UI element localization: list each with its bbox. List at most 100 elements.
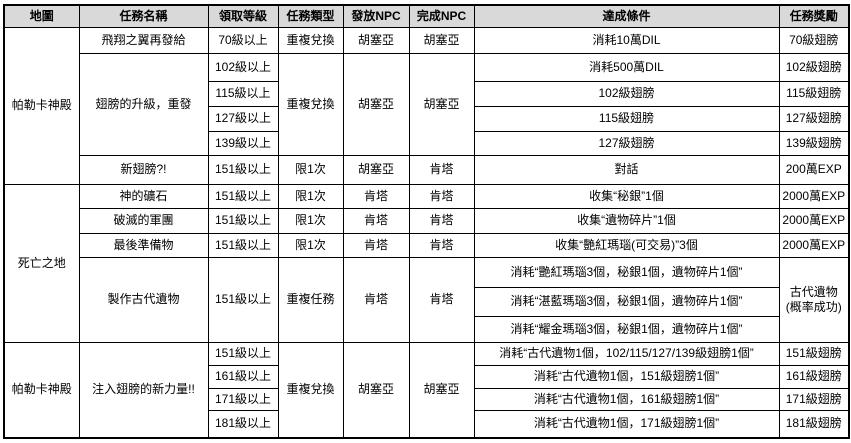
map-cell: 帕勒卡神殿 <box>3 26 80 185</box>
give-npc-cell: 胡塞亞 <box>342 26 410 54</box>
give-npc-cell: 肯塔 <box>342 207 410 234</box>
table-row: 製作古代遺物 151級以上 重複任務 肯塔 肯塔 消耗“艷紅瑪瑙3個，秘銀1個，… <box>4 256 850 343</box>
level-cell: 151級以上 <box>207 232 279 258</box>
reward-cell: 127級翅膀 <box>778 105 850 132</box>
condition-cell: 消耗“湛藍瑪瑙3個，秘銀1個，遺物碎片1個” <box>473 286 780 317</box>
done-npc-cell: 肯塔 <box>408 256 475 343</box>
reward-cell: 151級翅膀 <box>778 341 850 366</box>
table-row: 消耗“耀金瑪瑙3個，秘銀1個，遺物碎片1個” <box>4 315 849 343</box>
condition-cell: 對話 <box>473 154 780 185</box>
condition-cell: 消耗“古代遺物1個，171級翅膀1個” <box>473 409 780 439</box>
level-cell: 151級以上 <box>207 256 279 343</box>
reward-cell: 161級翅膀 <box>778 364 850 389</box>
col-header-type: 任務類型 <box>277 4 344 28</box>
type-cell: 重複兌換 <box>277 341 344 439</box>
give-npc-cell: 胡塞亞 <box>342 154 410 185</box>
level-cell: 151級以上 <box>207 183 279 209</box>
condition-cell: 消耗500萬DIL <box>473 52 780 82</box>
done-npc-cell: 肯塔 <box>408 207 475 234</box>
quest-name-cell: 注入翅膀的新力量!! <box>78 341 209 439</box>
done-npc-cell: 胡塞亞 <box>408 341 475 439</box>
reward-cell: 2000萬EXP <box>778 207 850 234</box>
level-cell: 70級以上 <box>207 26 279 54</box>
condition-cell: 102級翅膀 <box>473 80 780 107</box>
condition-cell: 消耗“耀金瑪瑙3個，秘銀1個，遺物碎片1個” <box>473 315 780 343</box>
done-npc-cell: 肯塔 <box>408 232 475 258</box>
condition-cell: 消耗“古代遺物1個，161級翅膀1個” <box>473 387 780 411</box>
level-cell: 161級以上 <box>207 364 279 389</box>
level-cell: 115級以上 <box>207 80 279 107</box>
table-row: 帕勒卡神殿 飛翔之翼再發給 70級以上 重複兌換 胡塞亞 胡塞亞 消耗10萬DI… <box>3 26 850 185</box>
type-cell: 限1次 <box>277 154 344 185</box>
table-row: 181級以上 消耗“古代遺物1個，171級翅膀1個” 181級翅膀 <box>4 409 850 439</box>
done-npc-cell: 胡塞亞 <box>408 26 475 54</box>
condition-cell: 消耗“古代遺物1個，102/115/127/139級翅膀1個” <box>473 341 780 366</box>
quest-name-cell: 製作古代遺物 <box>78 256 209 343</box>
level-cell: 151級以上 <box>207 341 279 366</box>
give-npc-cell: 肯塔 <box>342 183 410 209</box>
type-cell: 限1次 <box>277 207 344 234</box>
condition-cell: 收集“秘銀”1個 <box>473 183 780 209</box>
quest-table: 地圖 任務名稱 領取等級 任務類型 發放NPC 完成NPC 達成條件 任務獎勵 … <box>3 4 850 439</box>
reward-cell: 139級翅膀 <box>778 130 850 156</box>
level-cell: 139級以上 <box>207 130 279 156</box>
col-header-give-npc: 發放NPC <box>342 4 410 28</box>
quest-name-cell: 破滅的軍團 <box>78 207 209 234</box>
type-cell: 重複兌換 <box>277 52 344 156</box>
level-cell: 127級以上 <box>207 105 279 132</box>
table-row: 消耗“湛藍瑪瑙3個，秘銀1個，遺物碎片1個” <box>4 286 849 317</box>
col-header-quest-name: 任務名稱 <box>78 4 209 28</box>
table-row: 115級以上 102級翅膀 115級翅膀 <box>4 80 850 107</box>
type-cell: 重複任務 <box>277 256 344 343</box>
map-cell: 死亡之地 <box>3 183 80 343</box>
reward-cell: 200萬EXP <box>778 154 850 185</box>
type-cell: 限1次 <box>277 183 344 209</box>
quest-name-cell: 最後準備物 <box>78 232 209 258</box>
map-cell: 帕勒卡神殿 <box>3 341 80 439</box>
table-row: 翅膀的升級，重發 102級以上 重複兌換 胡塞亞 胡塞亞 消耗500萬DIL 1… <box>4 52 850 156</box>
reward-cell: 70級翅膀 <box>778 26 850 54</box>
quest-name-cell: 飛翔之翼再發給 <box>78 26 209 54</box>
condition-cell: 消耗10萬DIL <box>473 26 780 54</box>
reward-cell: 古代遺物 (概率成功) <box>778 256 850 343</box>
reward-cell: 2000萬EXP <box>778 232 850 258</box>
level-cell: 102級以上 <box>207 52 279 82</box>
level-cell: 151級以上 <box>207 154 279 185</box>
give-npc-cell: 胡塞亞 <box>342 52 410 156</box>
col-header-reward: 任務獎勵 <box>778 4 850 28</box>
table-row: 破滅的軍團 151級以上 限1次 肯塔 肯塔 收集“遺物碎片”1個 2000萬E… <box>4 207 850 234</box>
reward-cell: 115級翅膀 <box>778 80 850 107</box>
table-row: 161級以上 消耗“古代遺物1個，151級翅膀1個” 161級翅膀 <box>4 364 850 389</box>
level-cell: 171級以上 <box>207 387 279 411</box>
quest-name-cell: 翅膀的升級，重發 <box>78 52 209 156</box>
condition-cell: 消耗“艷紅瑪瑙3個，秘銀1個，遺物碎片1個” <box>473 256 780 288</box>
table-row: 171級以上 消耗“古代遺物1個，161級翅膀1個” 171級翅膀 <box>4 387 850 411</box>
level-cell: 181級以上 <box>207 409 279 439</box>
condition-cell: 收集“艷紅瑪瑙(可交易)”3個 <box>473 232 780 258</box>
table-row: 新翅膀?! 151級以上 限1次 胡塞亞 肯塔 對話 200萬EXP <box>4 154 850 185</box>
header-row: 地圖 任務名稱 領取等級 任務類型 發放NPC 完成NPC 達成條件 任務獎勵 <box>3 4 850 28</box>
condition-cell: 收集“遺物碎片”1個 <box>473 207 780 234</box>
type-cell: 重複兌換 <box>277 26 344 54</box>
table-row: 死亡之地 神的礦石 151級以上 限1次 肯塔 肯塔 收集“秘銀”1個 2000… <box>3 183 850 343</box>
give-npc-cell: 肯塔 <box>342 256 410 343</box>
reward-cell: 171級翅膀 <box>778 387 850 411</box>
col-header-done-npc: 完成NPC <box>408 4 475 28</box>
table-row: 127級以上 115級翅膀 127級翅膀 <box>4 105 850 132</box>
level-cell: 151級以上 <box>207 207 279 234</box>
reward-cell: 102級翅膀 <box>778 52 850 82</box>
give-npc-cell: 肯塔 <box>342 232 410 258</box>
type-cell: 限1次 <box>277 232 344 258</box>
done-npc-cell: 肯塔 <box>408 154 475 185</box>
reward-cell: 181級翅膀 <box>778 409 850 439</box>
give-npc-cell: 胡塞亞 <box>342 341 410 439</box>
col-header-level: 領取等級 <box>207 4 279 28</box>
quest-name-cell: 新翅膀?! <box>78 154 209 185</box>
done-npc-cell: 胡塞亞 <box>408 52 475 156</box>
table-row: 139級以上 127級翅膀 139級翅膀 <box>4 130 850 156</box>
col-header-condition: 達成條件 <box>473 4 780 28</box>
table-row: 帕勒卡神殿 注入翅膀的新力量!! 151級以上 重複兌換 胡塞亞 胡塞亞 消耗“… <box>3 341 850 439</box>
quest-name-cell: 神的礦石 <box>78 183 209 209</box>
col-header-map: 地圖 <box>3 4 80 28</box>
